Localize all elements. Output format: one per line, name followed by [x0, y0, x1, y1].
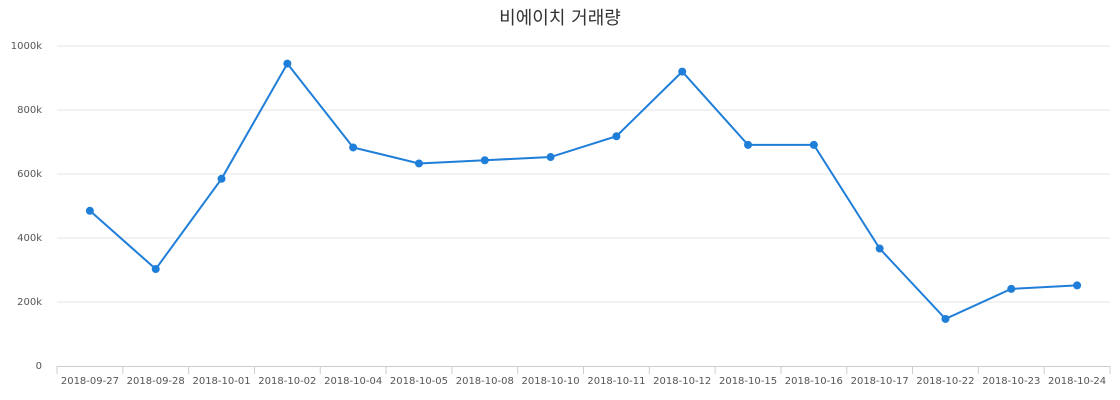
x-tick-label: 2018-10-24 [1048, 376, 1106, 387]
data-point-2018-10-01[interactable] [217, 174, 226, 183]
x-tick-label: 2018-10-23 [982, 376, 1040, 387]
y-axis-tick-labels: 0 200k 400k 600k 800k 1000k [11, 41, 42, 372]
x-tick-label: 2018-10-08 [456, 376, 514, 387]
series-line [89, 61, 1078, 321]
y-tick-label: 0 [36, 361, 42, 372]
data-point-2018-10-24[interactable] [1073, 281, 1082, 290]
x-axis-tick-labels: 2018-09-27 2018-09-28 2018-10-01 2018-10-02… [61, 376, 1106, 387]
x-tick-label: 2018-10-12 [653, 376, 711, 387]
data-point-2018-10-23[interactable] [1007, 284, 1016, 293]
y-tick-label: 200k [17, 297, 42, 308]
x-tick-label: 2018-10-05 [390, 376, 448, 387]
x-tick-label: 2018-09-27 [61, 376, 119, 387]
x-tick-label: 2018-10-15 [719, 376, 777, 387]
series-volume [85, 59, 1082, 323]
y-tick-label: 600k [17, 169, 42, 180]
x-tick-label: 2018-10-16 [785, 376, 843, 387]
y-tick-label: 400k [17, 233, 42, 244]
data-point-2018-10-08[interactable] [480, 156, 489, 165]
data-point-2018-10-12[interactable] [678, 67, 687, 76]
data-point-2018-09-28[interactable] [151, 265, 160, 274]
data-point-2018-09-27[interactable] [85, 206, 94, 215]
x-tick-label: 2018-10-02 [258, 376, 316, 387]
x-tick-label: 2018-10-04 [324, 376, 382, 387]
y-tick-label: 1000k [11, 41, 42, 52]
x-tick-label: 2018-10-01 [192, 376, 250, 387]
x-tick-label: 2018-10-11 [587, 376, 645, 387]
data-point-2018-10-22[interactable] [941, 314, 950, 323]
gridlines [57, 45, 1110, 303]
data-point-2018-10-10[interactable] [546, 153, 555, 162]
axes [56, 366, 1111, 374]
data-point-2018-10-16[interactable] [809, 140, 818, 149]
data-point-2018-10-04[interactable] [349, 143, 358, 152]
x-tick-label: 2018-10-17 [851, 376, 909, 387]
data-point-2018-10-02[interactable] [283, 59, 292, 68]
y-tick-label: 800k [17, 105, 42, 116]
data-point-2018-10-05[interactable] [414, 159, 423, 168]
chart-title: 비에이치 거래량 [499, 8, 621, 29]
x-tick-label: 2018-09-28 [127, 376, 185, 387]
x-tick-label: 2018-10-22 [916, 376, 974, 387]
x-tick-label: 2018-10-10 [522, 376, 580, 387]
data-point-2018-10-11[interactable] [612, 132, 621, 141]
data-point-2018-10-15[interactable] [744, 140, 753, 149]
data-point-2018-10-17[interactable] [875, 244, 884, 253]
